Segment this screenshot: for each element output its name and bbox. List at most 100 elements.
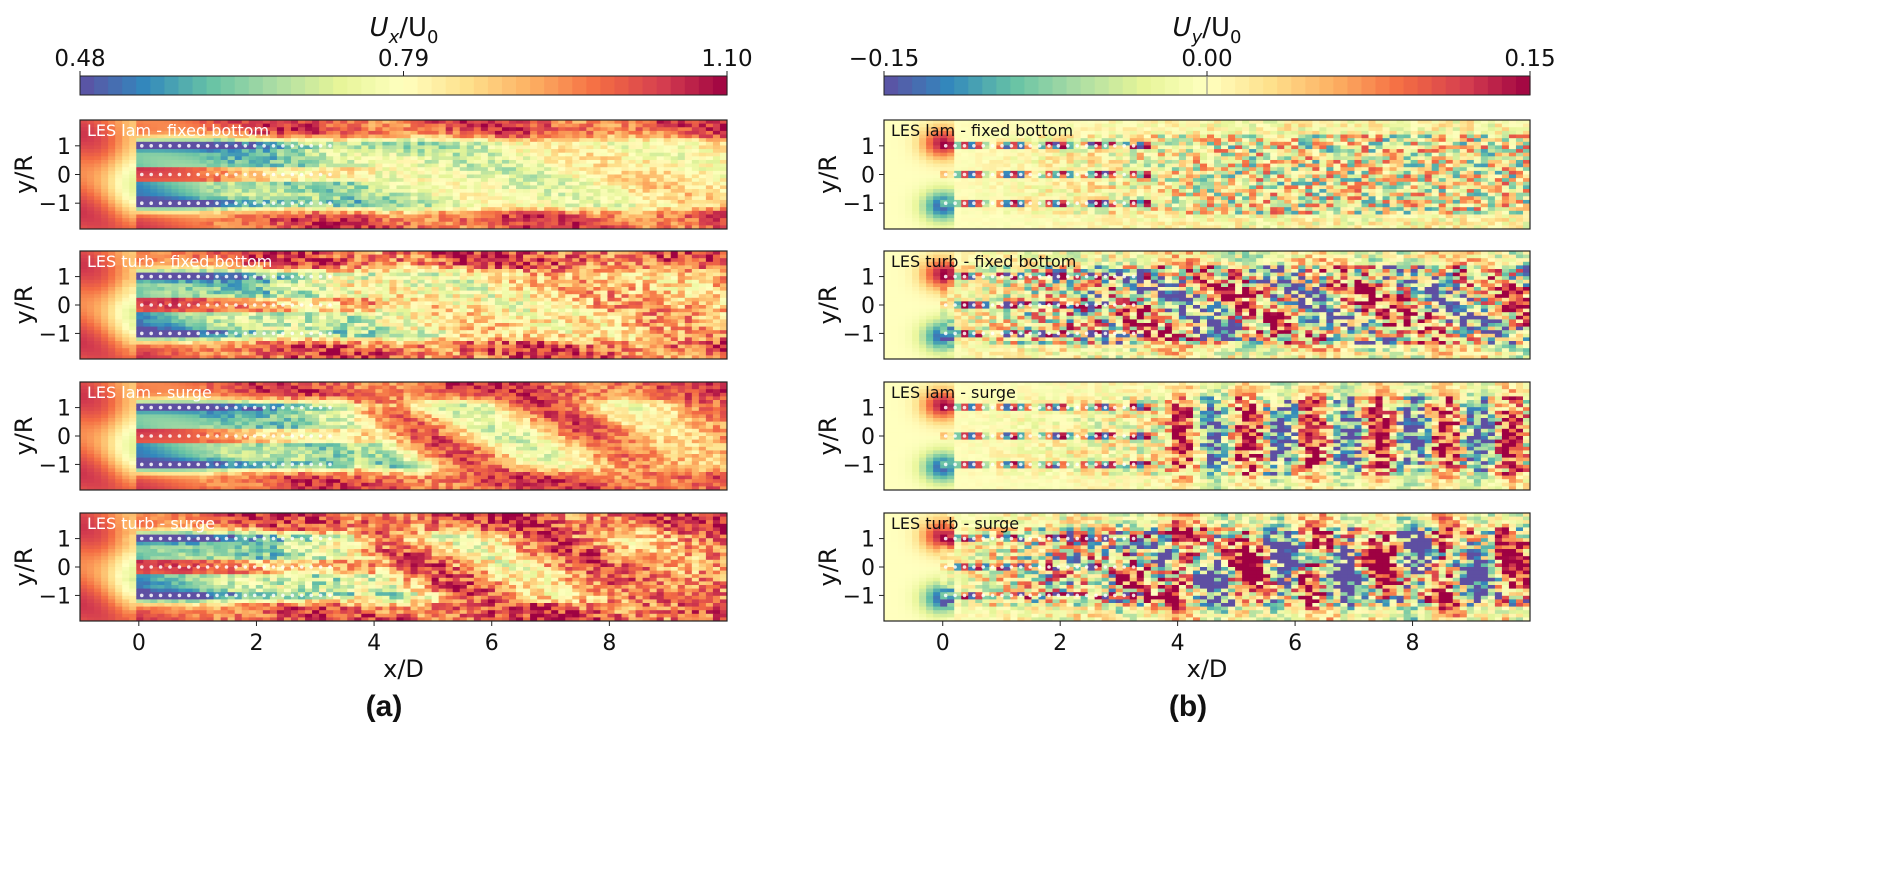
field-cell [80, 149, 88, 154]
field-cell [305, 189, 313, 194]
field-cell [94, 269, 102, 274]
field-cell [649, 127, 658, 132]
field-cell [164, 189, 172, 194]
field-cell [361, 276, 369, 281]
field-cell [677, 269, 686, 274]
field-cell [572, 178, 580, 183]
field-cell [354, 192, 362, 197]
field-cell [227, 130, 236, 136]
field-cell [628, 199, 637, 205]
field-cell [480, 269, 489, 274]
field-cell [459, 323, 468, 328]
field-cell [698, 210, 707, 215]
field-cell [382, 214, 390, 219]
field-cell [558, 315, 566, 320]
field-cell [94, 323, 102, 328]
field-cell [136, 326, 144, 331]
field-cell [354, 141, 362, 146]
field-cell [551, 294, 559, 299]
field-cell [185, 138, 194, 143]
field-cell [87, 251, 95, 256]
field-cell [480, 199, 489, 205]
field-cell [551, 261, 559, 266]
field-cell [87, 276, 95, 281]
field-cell [396, 287, 404, 292]
field-cell [375, 127, 383, 132]
field-cell [487, 326, 496, 331]
field-cell [445, 199, 454, 205]
field-cell [80, 127, 88, 132]
field-cell [347, 269, 355, 274]
field-cell [572, 203, 580, 208]
field-cell [501, 189, 510, 194]
field-cell [431, 149, 440, 154]
field-cell [691, 305, 700, 310]
field-cell [691, 287, 700, 292]
field-cell [663, 312, 672, 317]
field-cell [382, 326, 390, 331]
field-cell [115, 138, 123, 143]
field-cell [501, 192, 510, 197]
field-cell [459, 120, 468, 125]
field-cell [283, 120, 292, 125]
field-cell [389, 210, 397, 215]
field-cell [410, 138, 419, 143]
field-cell [621, 141, 630, 146]
field-cell [283, 167, 292, 172]
field-cell [537, 254, 545, 259]
field-cell [94, 254, 102, 259]
field-cell [410, 251, 419, 256]
field-cell [262, 297, 271, 302]
field-cell [220, 130, 229, 136]
field-cell [501, 312, 510, 317]
field-cell [586, 254, 594, 259]
field-cell [269, 123, 278, 128]
field-cell [537, 174, 545, 179]
field-cell [621, 326, 630, 331]
field-cell [213, 156, 222, 161]
field-cell [642, 258, 651, 263]
field-cell [551, 272, 559, 277]
field-cell [487, 120, 496, 125]
field-cell [347, 134, 355, 139]
field-cell [178, 189, 186, 194]
field-cell [445, 178, 454, 183]
field-cell [551, 174, 559, 179]
field-cell [143, 276, 151, 281]
field-cell [544, 145, 552, 150]
field-cell [227, 210, 236, 215]
field-cell [677, 138, 686, 143]
field-cell [459, 276, 468, 281]
field-cell [150, 315, 158, 320]
field-cell [192, 261, 201, 266]
field-cell [206, 203, 215, 208]
field-cell [705, 149, 714, 154]
field-cell [290, 323, 299, 328]
field-cell [565, 134, 573, 139]
field-cell [487, 152, 496, 157]
field-cell [108, 185, 116, 190]
field-cell [403, 265, 412, 270]
field-cell [494, 141, 503, 146]
field-cell [129, 152, 137, 157]
field-cell [459, 130, 468, 136]
field-cell [382, 221, 390, 226]
field-cell [283, 225, 292, 230]
field-cell [368, 163, 376, 168]
field-cell [649, 265, 658, 270]
field-cell [684, 326, 693, 331]
field-cell [94, 218, 102, 223]
field-cell [396, 199, 404, 205]
field-cell [87, 152, 95, 157]
tip-vortex-marker [215, 172, 219, 177]
field-cell [719, 312, 728, 317]
field-cell [466, 283, 475, 288]
field-cell [586, 279, 594, 284]
field-cell [354, 149, 362, 154]
field-cell [115, 297, 123, 302]
field-cell [544, 258, 552, 263]
field-cell [410, 315, 419, 320]
field-cell [410, 323, 419, 328]
field-cell [403, 297, 412, 302]
field-cell [537, 203, 545, 208]
